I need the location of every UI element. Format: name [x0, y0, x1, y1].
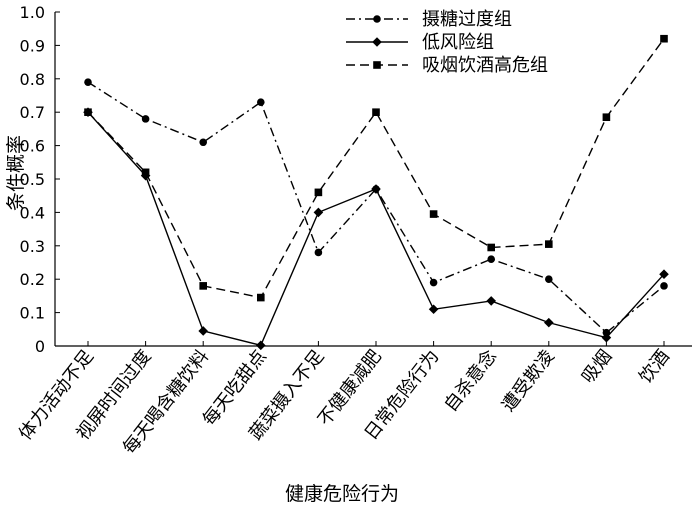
y-tick-label: 0	[35, 337, 45, 356]
data-point	[198, 326, 208, 336]
legend-marker	[372, 37, 382, 47]
x-tick-label: 吸烟	[578, 346, 617, 387]
legend-label: 低风险组	[422, 32, 494, 53]
legend-label: 摄糖过度组	[422, 9, 512, 30]
series-line	[87, 38, 665, 299]
data-point	[199, 138, 207, 147]
data-point	[545, 240, 553, 248]
data-point	[429, 210, 438, 218]
x-tick-label: 饮酒	[635, 346, 674, 387]
data-point	[141, 115, 150, 123]
series-3	[84, 34, 668, 302]
data-point	[601, 332, 612, 343]
data-point	[659, 269, 669, 279]
data-point	[487, 255, 496, 263]
data-point	[602, 113, 611, 122]
y-tick-label: 0.5	[20, 170, 45, 189]
data-point	[313, 207, 324, 218]
y-tick-label: 0.7	[20, 103, 45, 122]
data-point	[314, 248, 323, 257]
y-axis-ticks: 0 0.1 0.2 0.3 0.4 0.5 0.6 0.7 0.8 0.9 1.0	[20, 3, 60, 356]
data-point	[371, 184, 381, 194]
data-point	[487, 243, 495, 252]
data-point	[84, 78, 92, 86]
y-tick-label: 0.4	[20, 203, 45, 222]
legend-item: 摄糖过度组	[346, 9, 512, 30]
chart-series	[83, 34, 669, 351]
y-tick-label: 0.1	[20, 304, 45, 323]
x-tick-label: 自杀意念	[439, 346, 501, 416]
y-tick-label: 0.8	[20, 70, 45, 89]
data-point	[486, 296, 496, 306]
data-point	[141, 168, 150, 177]
y-axis-title: 条件概率	[5, 135, 27, 211]
y-tick-label: 0.6	[20, 137, 45, 156]
legend-marker	[373, 61, 381, 69]
legend-item: 低风险组	[346, 32, 494, 53]
y-tick-label: 1.0	[20, 3, 45, 22]
data-point	[256, 340, 266, 351]
data-point	[199, 282, 207, 290]
x-axis-title: 健康危险行为	[285, 483, 399, 505]
y-tick-label: 0.2	[20, 270, 45, 289]
x-axis-ticks: 体力活动不足视屏时间过度每天喝含糖饮料每天吃甜点蔬菜摄入不足不健康减肥日常危险行…	[15, 341, 674, 458]
y-tick-label: 0.9	[20, 36, 45, 55]
legend-label: 吸烟饮酒高危组	[422, 55, 548, 76]
data-point	[428, 304, 439, 315]
legend-item: 吸烟饮酒高危组	[346, 55, 548, 76]
data-point	[660, 282, 668, 290]
y-tick-label: 0.3	[20, 237, 45, 256]
data-point	[314, 188, 323, 197]
data-point	[429, 278, 438, 287]
series-1	[84, 78, 668, 337]
data-point	[544, 317, 554, 328]
legend-marker	[373, 15, 381, 23]
series-line	[87, 81, 665, 334]
data-point	[545, 275, 553, 284]
data-point	[372, 108, 380, 116]
data-point	[84, 108, 92, 116]
series-2	[83, 107, 669, 351]
x-tick-label: 遭受欺凌	[498, 346, 559, 416]
data-point	[257, 293, 265, 302]
data-point	[660, 34, 668, 43]
data-point	[257, 98, 265, 106]
